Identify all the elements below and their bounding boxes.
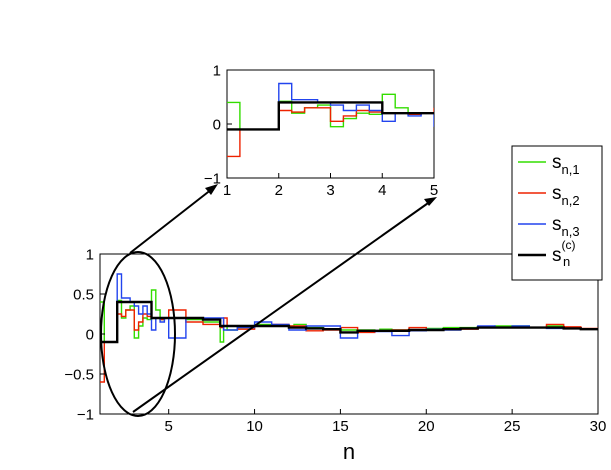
main-y-tick-label: 1 <box>86 246 94 263</box>
main-x-tick-label: 20 <box>418 418 435 435</box>
inset-y-tick-label: 0 <box>213 116 221 133</box>
legend-box <box>511 145 603 281</box>
zoom-ellipse <box>100 251 176 417</box>
inset-series-group <box>227 82 434 158</box>
main-y-ticks: −1 −0.5 0 0.5 1 <box>64 246 105 423</box>
legend-entries: sn,1 sn,2 sn,3s(c) n <box>518 152 580 269</box>
main-y-tick-label: 0 <box>86 326 94 343</box>
main-x-tick-label: 30 <box>590 418 607 435</box>
inset-x-tick-label: 3 <box>326 182 334 199</box>
zoom-annotation <box>100 184 437 417</box>
legend: sn,1 sn,2 sn,3s(c) n <box>511 145 603 281</box>
zoom-arrow-left <box>129 188 213 254</box>
inset-x-tick-label: 2 <box>275 182 283 199</box>
main-x-tick-label: 10 <box>246 418 263 435</box>
main-x-tick-label: 15 <box>332 418 349 435</box>
main-plot: 5 10 15 20 25 30 −1 −0.5 0 0.5 1 n <box>64 246 606 464</box>
legend-label-sc: s(c) n <box>552 238 576 269</box>
main-x-ticks: 5 10 15 20 25 30 <box>165 409 607 435</box>
inset-series-s3 <box>227 82 434 131</box>
main-series-s3 <box>100 273 598 343</box>
zoom-arrow-right-head <box>424 197 437 206</box>
legend-label-s2: sn,2 <box>552 183 580 208</box>
zoom-arrow-right <box>132 200 432 413</box>
main-y-tick-label: 0.5 <box>73 286 94 303</box>
zoom-arrow-left-head <box>205 184 218 195</box>
inset-x-tick-label: 4 <box>378 182 386 199</box>
legend-label-s1: sn,1 <box>552 152 580 177</box>
inset-y-tick-label: −1 <box>204 170 221 187</box>
inset-x-tick-label: 5 <box>430 182 438 199</box>
main-series-group <box>100 273 598 383</box>
inset-x-tick-label: 1 <box>223 182 231 199</box>
main-series-sc <box>100 300 598 344</box>
inset-x-ticks: 1 2 3 4 5 <box>223 173 438 199</box>
inset-y-tick-label: 1 <box>213 62 221 79</box>
main-x-tick-label: 25 <box>504 418 521 435</box>
main-y-tick-label: −0.5 <box>64 366 94 383</box>
main-x-axis-label: n <box>343 439 355 464</box>
main-y-tick-label: −1 <box>77 406 94 423</box>
inset-y-ticks: −1 0 1 <box>204 62 232 187</box>
legend-label-s3: sn,3 <box>552 214 580 239</box>
inset-plot: 1 2 3 4 5 −1 0 1 <box>204 62 438 199</box>
main-x-tick-label: 5 <box>165 418 173 435</box>
inset-series-sc <box>227 101 434 131</box>
